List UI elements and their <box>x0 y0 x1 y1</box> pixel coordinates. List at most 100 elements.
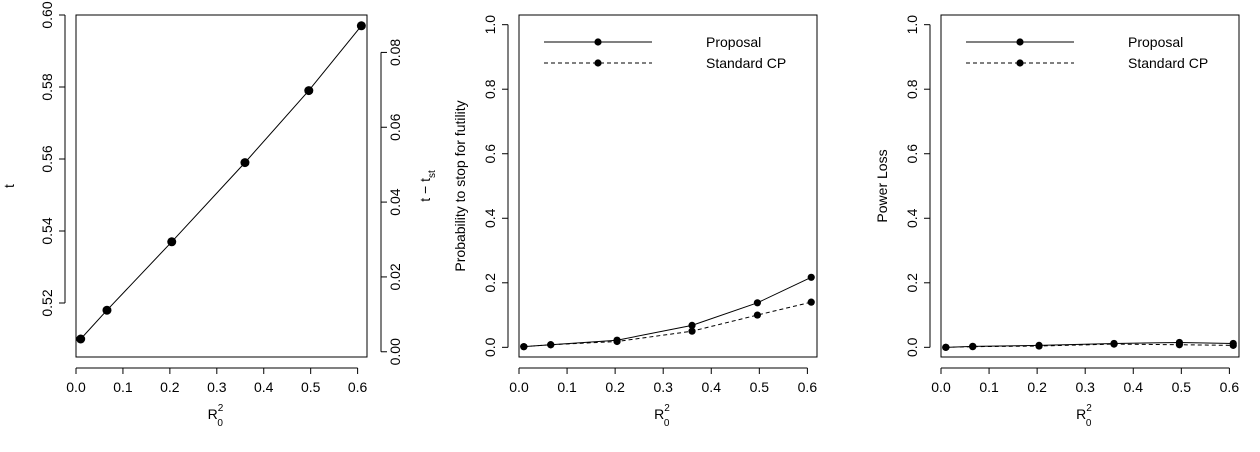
x-axis-label-sub: 0 <box>664 418 670 429</box>
legend-label: Standard CP <box>706 55 786 71</box>
x-tick-label: 0.4 <box>1124 379 1144 395</box>
y2-axis-label-sub: st <box>427 170 438 178</box>
x-tick-label: 0.4 <box>702 379 722 395</box>
x-axis-label-main: R <box>1076 406 1086 422</box>
x-tick-label: 0.4 <box>254 379 274 395</box>
legend-marker <box>1016 59 1024 67</box>
panel-t-vs-r2: 0.0 0.1 0.2 0.3 0.4 0.5 0.6 R2 0 0.52 0.54 0.56 0.58… <box>1 1 438 429</box>
panel-power-loss: 0.0 0.1 0.2 0.3 0.4 0.5 0.6 R2 0 0.0 0.2 0.4 0.6 0.8 1… <box>874 14 1240 429</box>
y2-tick-label: 0.00 <box>387 338 403 365</box>
y-tick-label: 0.0 <box>904 337 920 357</box>
y2-tick-label: 0.04 <box>387 188 403 215</box>
x-tick-label: 0.5 <box>750 379 770 395</box>
x-axis-label-sup: 2 <box>218 403 224 414</box>
y-tick-label: 0.56 <box>39 145 55 172</box>
data-point <box>753 299 762 307</box>
x-axis-label-sup: 2 <box>1086 403 1092 414</box>
data-point <box>356 21 366 31</box>
y-tick-label: 0.8 <box>482 79 498 99</box>
data-point <box>167 237 177 247</box>
x-tick-label: 0.0 <box>66 379 86 395</box>
x-tick-label: 0.1 <box>557 379 577 395</box>
y-tick-label: 0.2 <box>482 273 498 293</box>
data-point <box>688 327 696 335</box>
y-tick-label: 0.58 <box>39 73 55 100</box>
x-tick-label: 0.0 <box>931 379 951 395</box>
y-axis-label: Probability to stop for futility <box>452 100 468 271</box>
x-tick-label: 0.2 <box>160 379 180 395</box>
data-point <box>753 311 762 319</box>
y2-tick-label: 0.02 <box>387 263 403 290</box>
legend-label: Proposal <box>1128 34 1183 50</box>
x-tick-label: 0.1 <box>113 379 133 395</box>
legend-marker <box>594 38 602 46</box>
series-line-solid <box>80 25 362 340</box>
legend-marker <box>594 59 602 67</box>
x-axis-label: R2 0 <box>1076 403 1092 429</box>
x-axis-label: R2 0 <box>654 403 670 429</box>
data-point <box>76 334 86 344</box>
data-point <box>547 341 555 349</box>
series-line-dashed <box>523 301 812 348</box>
panel-probability-futility: 0.0 0.1 0.2 0.3 0.4 0.5 0.6 R2 0 0.0 0.2 0.4 0.6 0.8 1… <box>452 14 818 429</box>
data-point <box>304 86 314 96</box>
y2-axis-label: t − tst <box>417 170 438 202</box>
x-tick-label: 0.3 <box>1075 379 1095 395</box>
data-point <box>520 343 528 351</box>
x-axis-label-main: R <box>654 406 664 422</box>
x-axis-label-main: R <box>208 406 218 422</box>
y-tick-label: 0.6 <box>482 144 498 164</box>
y2-tick-label: 0.08 <box>387 39 403 66</box>
data-point <box>1110 340 1118 348</box>
data-point <box>807 273 815 281</box>
y-axis-label: t <box>1 184 17 188</box>
x-tick-label: 0.3 <box>207 379 227 395</box>
data-point <box>969 343 977 351</box>
legend-marker <box>1016 38 1024 46</box>
x-tick-label: 0.1 <box>979 379 999 395</box>
y-tick-label: 0.52 <box>39 289 55 316</box>
data-point <box>942 343 950 351</box>
x-tick-label: 0.2 <box>605 379 625 395</box>
y2-tick-label: 0.06 <box>387 113 403 140</box>
data-point <box>1229 341 1237 349</box>
y-tick-label: 0.2 <box>904 273 920 293</box>
y-tick-label: 0.4 <box>482 208 498 228</box>
data-point <box>613 337 621 346</box>
data-point <box>102 305 112 315</box>
y-tick-label: 0.0 <box>482 337 498 357</box>
x-axis-label-sub: 0 <box>1086 418 1092 429</box>
plot-frame <box>518 14 818 358</box>
plot-frame <box>940 14 1240 358</box>
data-point <box>1175 341 1183 349</box>
x-axis-label-sub: 0 <box>217 418 223 429</box>
data-point <box>688 321 696 329</box>
data-point <box>1035 342 1043 350</box>
data-point <box>240 158 250 168</box>
y-tick-label: 0.60 <box>39 1 55 28</box>
x-tick-label: 0.2 <box>1027 379 1047 395</box>
y-tick-label: 1.0 <box>904 15 920 35</box>
data-point <box>807 298 815 306</box>
y-tick-label: 0.8 <box>904 79 920 99</box>
x-axis-label-sup: 2 <box>664 403 670 414</box>
legend-label: Standard CP <box>1128 55 1208 71</box>
x-tick-label: 0.0 <box>509 379 529 395</box>
x-axis-label: R2 0 <box>208 403 224 429</box>
x-tick-label: 0.3 <box>653 379 673 395</box>
y-tick-label: 1.0 <box>482 15 498 35</box>
series-line-dashed <box>945 343 1234 348</box>
y2-axis-label-main: t − t <box>417 178 433 202</box>
x-tick-label: 0.6 <box>798 379 818 395</box>
y-tick-label: 0.6 <box>904 144 920 164</box>
y-tick-label: 0.4 <box>904 208 920 228</box>
x-tick-label: 0.5 <box>1172 379 1192 395</box>
x-tick-label: 0.6 <box>348 379 368 395</box>
x-tick-label: 0.5 <box>301 379 321 395</box>
plot-frame <box>75 14 368 358</box>
y-axis-label: Power Loss <box>874 149 890 222</box>
legend-label: Proposal <box>706 34 761 50</box>
y-tick-label: 0.54 <box>39 217 55 244</box>
x-tick-label: 0.6 <box>1220 379 1240 395</box>
